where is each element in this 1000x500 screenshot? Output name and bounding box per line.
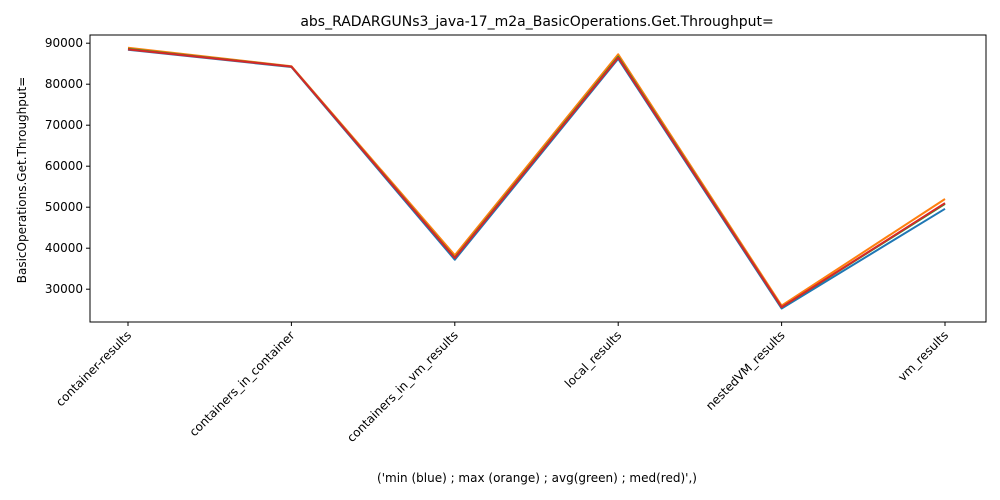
y-tick-label: 90000 xyxy=(45,36,83,50)
x-tick-label: local_results xyxy=(562,328,624,390)
y-tick-label: 50000 xyxy=(45,200,83,214)
series-line-2 xyxy=(127,47,946,309)
y-tick-label: 60000 xyxy=(45,159,83,173)
plot-frame xyxy=(89,34,987,323)
y-tick-label: 70000 xyxy=(45,118,83,132)
x-tick-label: containers_in_vm_results xyxy=(344,328,461,445)
series-line-1 xyxy=(127,46,946,307)
y-tick-label: 40000 xyxy=(45,241,83,255)
plot-area: 30000 40000 50000 60000 70000 80000 90000 conta… xyxy=(45,34,987,445)
x-tick-label: container-results xyxy=(53,328,134,409)
y-tick-label: 30000 xyxy=(45,282,83,296)
chart-title: abs_RADARGUNs3_java-17_m2a_BasicOperatio… xyxy=(300,14,773,30)
series-line-3 xyxy=(127,48,946,309)
series-line-0 xyxy=(127,48,946,310)
x-tick-label: vm_results xyxy=(895,328,951,384)
x-tick-label: nestedVM_results xyxy=(703,328,788,413)
x-axis-label: ('min (blue) ; max (orange) ; avg(green)… xyxy=(377,471,697,485)
y-axis-label: BasicOperations.Get.Throughput= xyxy=(15,77,29,284)
x-tick-label: containers_in_container xyxy=(187,328,298,439)
y-tick-label: 80000 xyxy=(45,77,83,91)
